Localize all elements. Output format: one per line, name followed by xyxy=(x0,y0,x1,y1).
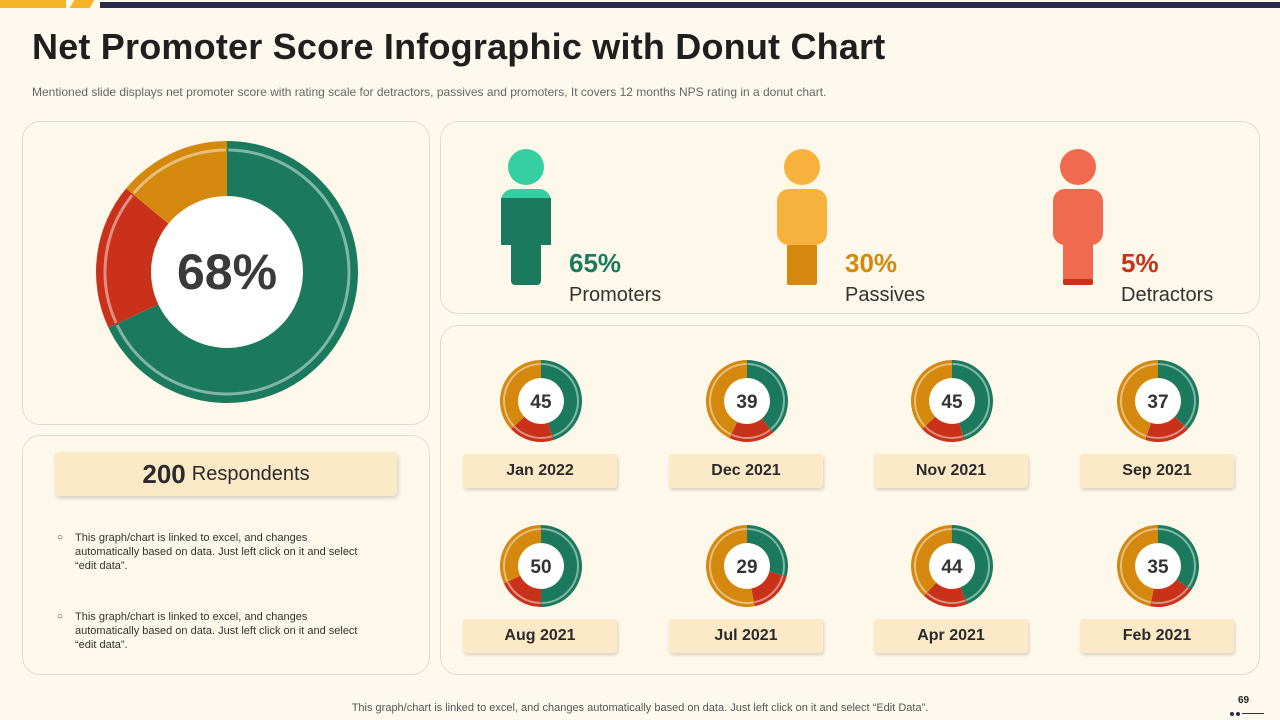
respondents-panel: 200 Respondents ○ This graph/chart is li… xyxy=(22,435,430,675)
note-item: ○ This graph/chart is linked to excel, a… xyxy=(57,610,365,652)
page-number: 69 xyxy=(1238,695,1250,706)
donut-slice-passives xyxy=(911,525,952,596)
month-label: Dec 2021 xyxy=(669,454,823,488)
main-donut-panel: 68% xyxy=(22,121,430,425)
donut-slice-detractors xyxy=(923,582,968,607)
promoters-percent: 65% xyxy=(569,248,622,278)
donut-slice-promoters xyxy=(1158,360,1199,430)
donut-slice-promoters xyxy=(747,360,788,433)
month-donut-card: 37 Sep 2021 xyxy=(1078,359,1238,499)
month-donut-card: 50 Aug 2021 xyxy=(461,524,621,664)
detractors-label: Detractors xyxy=(1121,284,1214,306)
donut-slice-passives xyxy=(500,360,541,430)
donut-slice-detractors xyxy=(922,416,965,442)
month-label: Sep 2021 xyxy=(1080,454,1234,488)
note-item: ○ This graph/chart is linked to excel, a… xyxy=(57,531,365,573)
donut-slice-detractors xyxy=(729,418,774,442)
donut-slice-detractors xyxy=(511,416,554,442)
month-score-label: 37 xyxy=(1147,392,1168,413)
promoters-label: Promoters xyxy=(569,284,662,306)
detractor-person-icon xyxy=(1053,149,1103,285)
donut-slice-detractors xyxy=(1145,416,1188,442)
bullet-icon: ○ xyxy=(57,611,64,622)
month-donut-chart[interactable]: 35 xyxy=(1116,524,1200,608)
promoter-person-icon xyxy=(501,149,551,285)
detractors-percent: 5% xyxy=(1121,248,1159,278)
month-score-label: 29 xyxy=(736,557,757,578)
donut-slice-detractors xyxy=(503,575,541,607)
month-donut-chart[interactable]: 44 xyxy=(910,524,994,608)
month-score-label: 45 xyxy=(530,392,552,413)
main-donut-chart[interactable]: 68% xyxy=(95,140,359,404)
page-title: Net Promoter Score Infographic with Donu… xyxy=(32,26,886,67)
page-subtitle: Mentioned slide displays net promoter sc… xyxy=(32,85,827,99)
month-donut-chart[interactable]: 37 xyxy=(1116,359,1200,443)
nps-score-label: 68% xyxy=(177,244,277,300)
bullet-icon: ○ xyxy=(57,532,64,543)
donut-slice-promoters xyxy=(541,525,583,607)
donut-slice-passives xyxy=(706,360,747,439)
donut-slice-promoters xyxy=(952,360,993,440)
note-text: This graph/chart is linked to excel, and… xyxy=(75,611,358,651)
month-donut-card: 45 Jan 2022 xyxy=(461,359,621,499)
donut-slice-promoters xyxy=(108,141,359,403)
month-score-label: 39 xyxy=(736,392,757,413)
passives-percent: 30% xyxy=(845,248,898,278)
note-text: This graph/chart is linked to excel, and… xyxy=(75,532,358,572)
page-dot xyxy=(1230,712,1234,716)
donut-slice-promoters xyxy=(1158,525,1199,591)
month-score-label: 44 xyxy=(941,557,963,578)
category-promoters: 65% Promoters xyxy=(499,148,739,306)
month-label: Feb 2021 xyxy=(1080,619,1234,653)
monthly-donuts-panel: 45 Jan 2022 39 Dec 2021 45 Nov 2021 37 Sep 2021… xyxy=(440,325,1260,675)
month-donut-card: 39 Dec 2021 xyxy=(667,359,827,499)
donut-slice-detractors xyxy=(96,188,169,328)
month-score-label: 35 xyxy=(1147,557,1169,578)
month-donut-chart[interactable]: 29 xyxy=(705,524,789,608)
passives-label: Passives xyxy=(845,284,926,306)
donut-slice-detractors xyxy=(1150,579,1192,607)
month-label: Jan 2022 xyxy=(463,454,617,488)
categories-panel: 65% Promoters 30% Passives 5% Detractors xyxy=(440,121,1260,314)
donut-slice-passives xyxy=(500,525,541,584)
month-label: Nov 2021 xyxy=(874,454,1028,488)
month-score-label: 45 xyxy=(941,392,963,413)
donut-slice-promoters xyxy=(952,525,993,605)
respondents-count: 200 xyxy=(142,458,186,489)
donut-slice-passives xyxy=(126,141,227,224)
month-donut-card: 35 Feb 2021 xyxy=(1078,524,1238,664)
donut-slice-passives xyxy=(1117,525,1158,607)
passive-person-icon xyxy=(777,149,827,285)
month-donut-card: 45 Nov 2021 xyxy=(872,359,1032,499)
month-label: Jul 2021 xyxy=(669,619,823,653)
month-donut-chart[interactable]: 50 xyxy=(499,524,583,608)
respondents-label: Respondents xyxy=(191,462,310,485)
month-label: Apr 2021 xyxy=(874,619,1028,653)
respondents-box: 200 Respondents xyxy=(55,452,397,496)
month-donut-chart[interactable]: 39 xyxy=(705,359,789,443)
month-donut-chart[interactable]: 45 xyxy=(499,359,583,443)
page-number-underline xyxy=(1242,713,1264,714)
top-accent-bar xyxy=(0,0,1280,8)
donut-slice-detractors xyxy=(751,571,787,607)
footer-note: This graph/chart is linked to excel, and… xyxy=(351,702,929,714)
donut-slice-passives xyxy=(1117,360,1158,440)
donut-slice-promoters xyxy=(541,360,582,440)
category-passives: 30% Passives xyxy=(775,148,1015,306)
donut-slice-promoters xyxy=(747,525,788,577)
month-donut-chart[interactable]: 45 xyxy=(910,359,994,443)
month-score-label: 50 xyxy=(530,557,551,578)
month-donut-card: 44 Apr 2021 xyxy=(872,524,1032,664)
category-detractors: 5% Detractors xyxy=(1051,148,1280,306)
donut-slice-passives xyxy=(706,525,755,607)
month-donut-card: 29 Jul 2021 xyxy=(667,524,827,664)
donut-slice-passives xyxy=(911,360,952,430)
month-label: Aug 2021 xyxy=(463,619,617,653)
page-dot xyxy=(1236,712,1240,716)
